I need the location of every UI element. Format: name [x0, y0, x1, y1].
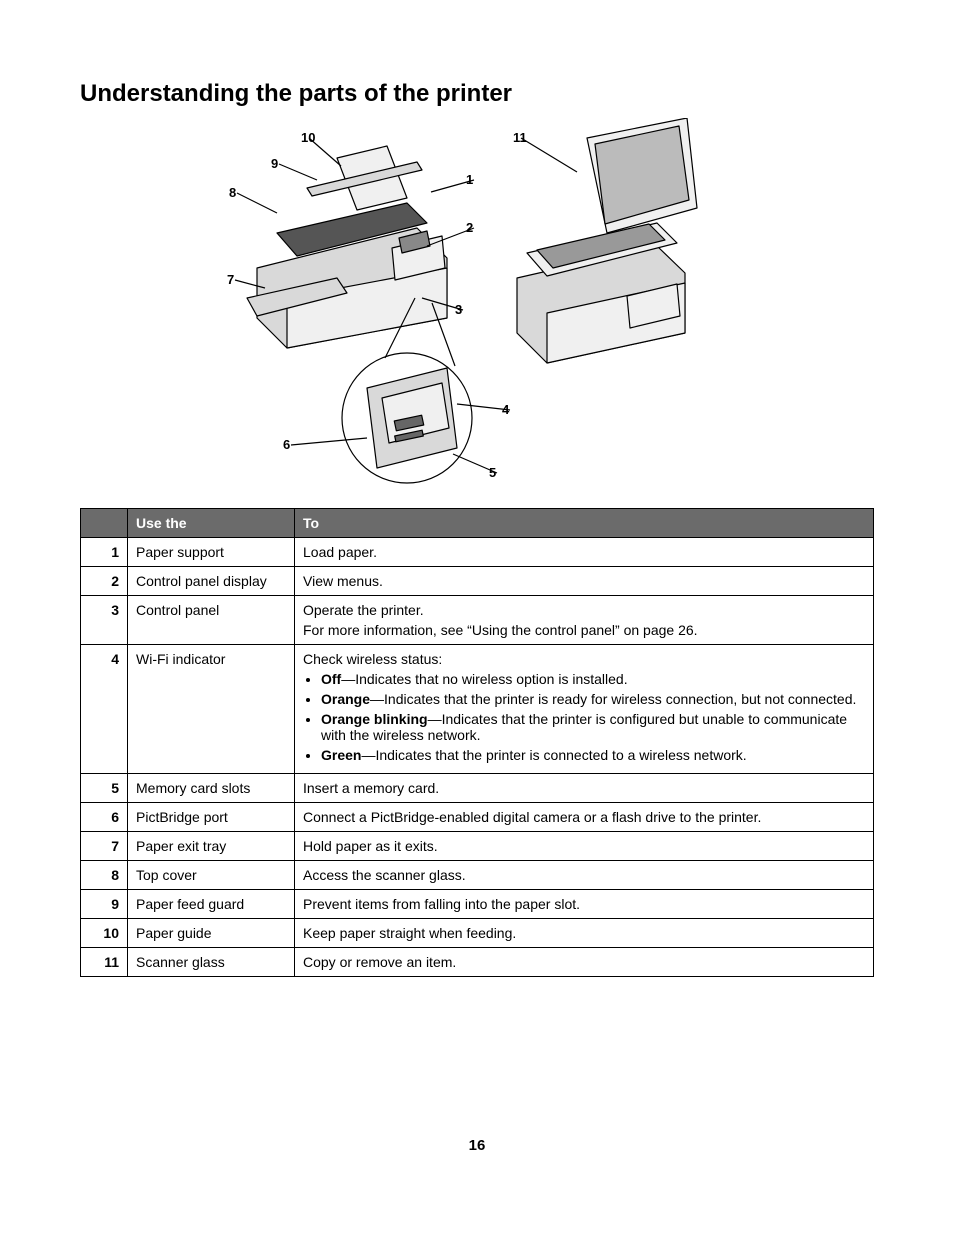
- svg-text:9: 9: [271, 156, 278, 171]
- row-to: Load paper.: [295, 538, 874, 567]
- table-row: 11Scanner glassCopy or remove an item.: [81, 948, 874, 977]
- row-to: Connect a PictBridge-enabled digital cam…: [295, 803, 874, 832]
- row-use: Wi-Fi indicator: [128, 645, 295, 774]
- svg-text:7: 7: [227, 272, 234, 287]
- table-row: 10Paper guideKeep paper straight when fe…: [81, 919, 874, 948]
- row-use: Scanner glass: [128, 948, 295, 977]
- table-row: 8Top coverAccess the scanner glass.: [81, 861, 874, 890]
- svg-text:2: 2: [466, 220, 473, 235]
- row-use: Top cover: [128, 861, 295, 890]
- page-title: Understanding the parts of the printer: [80, 80, 874, 108]
- row-number: 7: [81, 832, 128, 861]
- row-number: 9: [81, 890, 128, 919]
- row-to: Access the scanner glass.: [295, 861, 874, 890]
- table-row: 7Paper exit trayHold paper as it exits.: [81, 832, 874, 861]
- row-to: Prevent items from falling into the pape…: [295, 890, 874, 919]
- svg-text:1: 1: [466, 172, 473, 187]
- row-to: View menus.: [295, 567, 874, 596]
- row-to: Insert a memory card.: [295, 774, 874, 803]
- header-num: [81, 509, 128, 538]
- table-row: 6PictBridge portConnect a PictBridge-ena…: [81, 803, 874, 832]
- header-to: To: [295, 509, 874, 538]
- svg-text:11: 11: [513, 130, 527, 145]
- row-number: 8: [81, 861, 128, 890]
- row-number: 11: [81, 948, 128, 977]
- printer-diagram: 1 2 3 4 5 6 7 8 9 10 11: [80, 118, 874, 488]
- svg-text:6: 6: [283, 437, 290, 452]
- table-row: 4Wi-Fi indicatorCheck wireless status:Of…: [81, 645, 874, 774]
- row-number: 6: [81, 803, 128, 832]
- header-use: Use the: [128, 509, 295, 538]
- row-use: Paper feed guard: [128, 890, 295, 919]
- row-number: 1: [81, 538, 128, 567]
- row-to: Operate the printer.For more information…: [295, 596, 874, 645]
- page-number: 16: [80, 1137, 874, 1154]
- svg-text:5: 5: [489, 465, 496, 480]
- row-number: 5: [81, 774, 128, 803]
- row-to: Keep paper straight when feeding.: [295, 919, 874, 948]
- row-to: Copy or remove an item.: [295, 948, 874, 977]
- row-to: Check wireless status:Off—Indicates that…: [295, 645, 874, 774]
- row-use: Paper guide: [128, 919, 295, 948]
- svg-text:4: 4: [502, 402, 510, 417]
- row-to: Hold paper as it exits.: [295, 832, 874, 861]
- table-row: 5Memory card slotsInsert a memory card.: [81, 774, 874, 803]
- table-row: 9Paper feed guardPrevent items from fall…: [81, 890, 874, 919]
- parts-table: Use the To 1Paper supportLoad paper.2Con…: [80, 508, 874, 977]
- table-row: 2Control panel displayView menus.: [81, 567, 874, 596]
- row-use: Control panel: [128, 596, 295, 645]
- row-use: Paper exit tray: [128, 832, 295, 861]
- svg-text:10: 10: [301, 130, 315, 145]
- row-use: Memory card slots: [128, 774, 295, 803]
- row-use: Paper support: [128, 538, 295, 567]
- svg-text:3: 3: [455, 302, 462, 317]
- row-number: 2: [81, 567, 128, 596]
- row-use: PictBridge port: [128, 803, 295, 832]
- row-use: Control panel display: [128, 567, 295, 596]
- row-number: 10: [81, 919, 128, 948]
- table-row: 3Control panelOperate the printer.For mo…: [81, 596, 874, 645]
- row-number: 3: [81, 596, 128, 645]
- row-number: 4: [81, 645, 128, 774]
- svg-text:8: 8: [229, 185, 236, 200]
- table-row: 1Paper supportLoad paper.: [81, 538, 874, 567]
